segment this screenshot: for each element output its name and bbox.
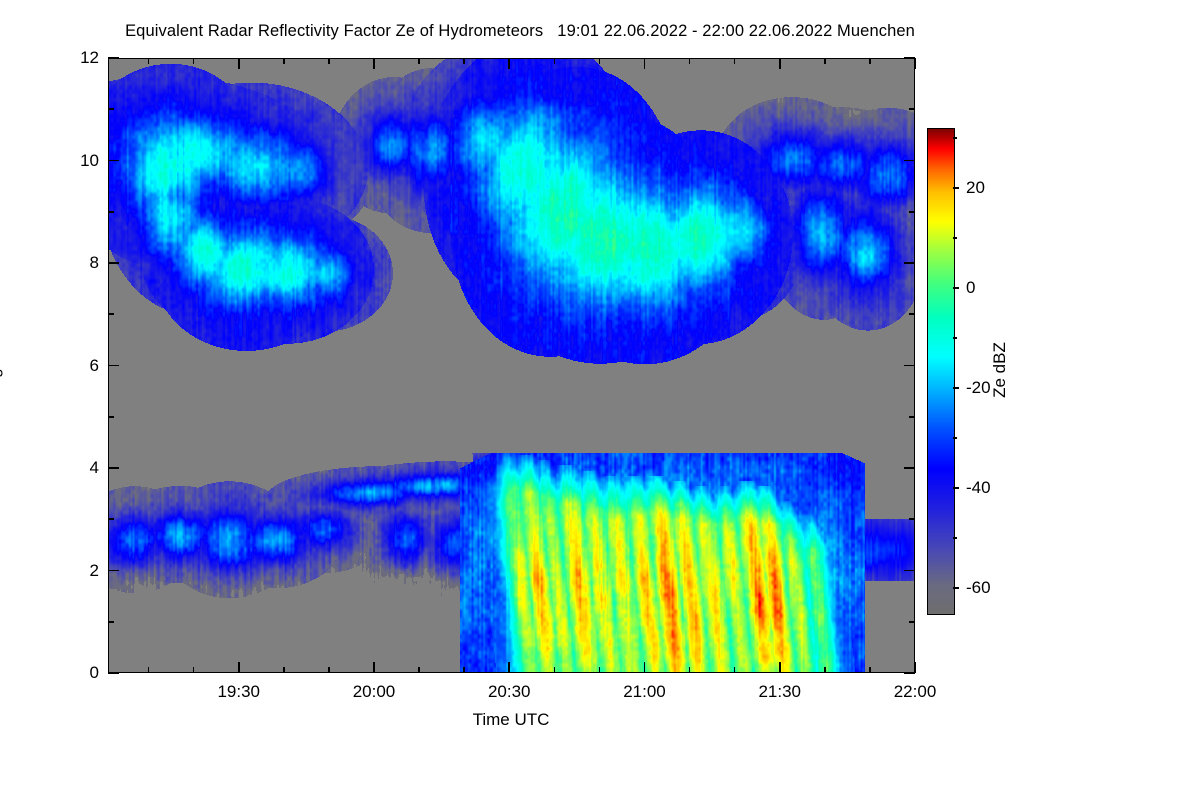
x-tick-minor (733, 667, 736, 673)
y-tick-major (108, 159, 119, 162)
x-tick-minor (688, 667, 691, 673)
x-tick-major-top (914, 58, 916, 69)
x-tick-major-top (508, 58, 511, 69)
x-tick-major (778, 662, 781, 673)
y-tick-major (108, 364, 119, 367)
y-tick-major (108, 569, 119, 572)
colorbar-tick-label: -40 (966, 478, 991, 497)
x-tick-label: 20:00 (352, 682, 396, 701)
x-tick-minor-top (283, 58, 285, 64)
colorbar-tick-label: 20 (966, 178, 985, 197)
y-tick-major-right (904, 262, 915, 264)
x-tick-label: 20:30 (487, 682, 531, 701)
y-tick-minor-right (909, 108, 915, 111)
y-tick-label: 4 (89, 458, 99, 477)
colorbar-tick-minor (953, 337, 957, 339)
x-tick-minor (418, 667, 420, 673)
y-tick-minor (108, 108, 114, 111)
y-tick-label: 10 (80, 150, 99, 170)
colorbar-tick-label: -20 (966, 378, 991, 397)
heatmap-plot-area (108, 58, 915, 673)
y-tick-major-right (904, 57, 915, 59)
x-tick-label: 21:00 (623, 682, 666, 701)
x-tick-major-top (643, 58, 646, 69)
colorbar-tick-label: -60 (966, 578, 991, 597)
y-tick-minor-right (909, 518, 915, 521)
x-tick-minor-top (553, 58, 556, 64)
y-tick-minor (108, 620, 114, 623)
x-tick-major-top (778, 58, 781, 69)
y-tick-minor-right (909, 620, 915, 623)
y-tick-label: 2 (89, 560, 99, 580)
y-tick-minor (108, 313, 114, 316)
x-tick-major (914, 662, 916, 673)
y-tick-major-right (904, 672, 915, 674)
x-tick-minor-top (147, 58, 150, 64)
y-tick-minor-right (909, 313, 915, 316)
x-tick-minor-top (688, 58, 691, 64)
x-tick-minor (328, 667, 330, 673)
y-tick-label: 8 (89, 253, 99, 272)
x-tick-minor-top (463, 58, 465, 64)
y-tick-minor (108, 415, 114, 418)
y-tick-major (108, 262, 119, 264)
y-tick-label: 12 (80, 48, 99, 67)
x-tick-minor (824, 667, 826, 673)
y-tick-minor-right (909, 415, 915, 418)
y-tick-major-right (904, 364, 915, 367)
x-tick-minor-top (418, 58, 420, 64)
x-tick-label: 22:00 (893, 682, 937, 701)
x-tick-major (373, 662, 375, 673)
x-tick-minor-top (598, 58, 601, 64)
x-tick-major-top (373, 58, 375, 69)
x-tick-major (508, 662, 511, 673)
x-tick-minor (869, 667, 871, 673)
y-tick-major-right (904, 569, 915, 572)
x-tick-minor-top (824, 58, 826, 64)
y-tick-minor-right (909, 210, 915, 213)
x-tick-minor (598, 667, 601, 673)
x-tick-major-top (237, 58, 240, 69)
colorbar-tick-minor (953, 437, 957, 439)
y-tick-label: 0 (89, 663, 99, 682)
colorbar-tick-label: 0 (966, 278, 976, 297)
x-tick-major (237, 662, 240, 673)
x-tick-major (643, 662, 646, 673)
colorbar-tick-minor (953, 137, 957, 139)
y-axis-title: Height km (0, 326, 3, 404)
reflectivity-heatmap-canvas (108, 58, 915, 673)
x-tick-minor-top (328, 58, 330, 64)
colorbar-tick (953, 387, 959, 389)
colorbar-tick-minor (953, 237, 957, 239)
y-tick-major (108, 672, 119, 674)
x-tick-minor (283, 667, 285, 673)
colorbar-title: Ze dBZ (990, 342, 1009, 398)
x-axis-title: Time UTC (472, 710, 550, 729)
colorbar-tick-minor (953, 537, 957, 539)
y-tick-minor (108, 210, 114, 213)
colorbar (927, 128, 955, 615)
colorbar-tick (953, 587, 959, 589)
x-tick-minor (147, 667, 150, 673)
colorbar-gradient (928, 129, 954, 614)
x-tick-minor-top (192, 58, 195, 64)
y-tick-major-right (904, 159, 915, 162)
colorbar-tick (953, 487, 959, 489)
y-tick-major (108, 467, 119, 469)
x-tick-minor (192, 667, 195, 673)
x-tick-label: 21:30 (758, 682, 802, 701)
y-tick-minor (108, 518, 114, 521)
x-tick-minor (553, 667, 556, 673)
x-tick-minor (463, 667, 465, 673)
x-tick-minor-top (733, 58, 736, 64)
colorbar-tick (953, 187, 959, 189)
y-tick-label: 6 (89, 355, 99, 375)
figure-title: Equivalent Radar Reflectivity Factor Ze … (125, 22, 915, 40)
y-tick-major-right (904, 467, 915, 469)
colorbar-tick (953, 287, 959, 289)
x-tick-label: 19:30 (217, 682, 261, 701)
x-tick-minor-top (869, 58, 871, 64)
y-tick-major (108, 57, 119, 59)
